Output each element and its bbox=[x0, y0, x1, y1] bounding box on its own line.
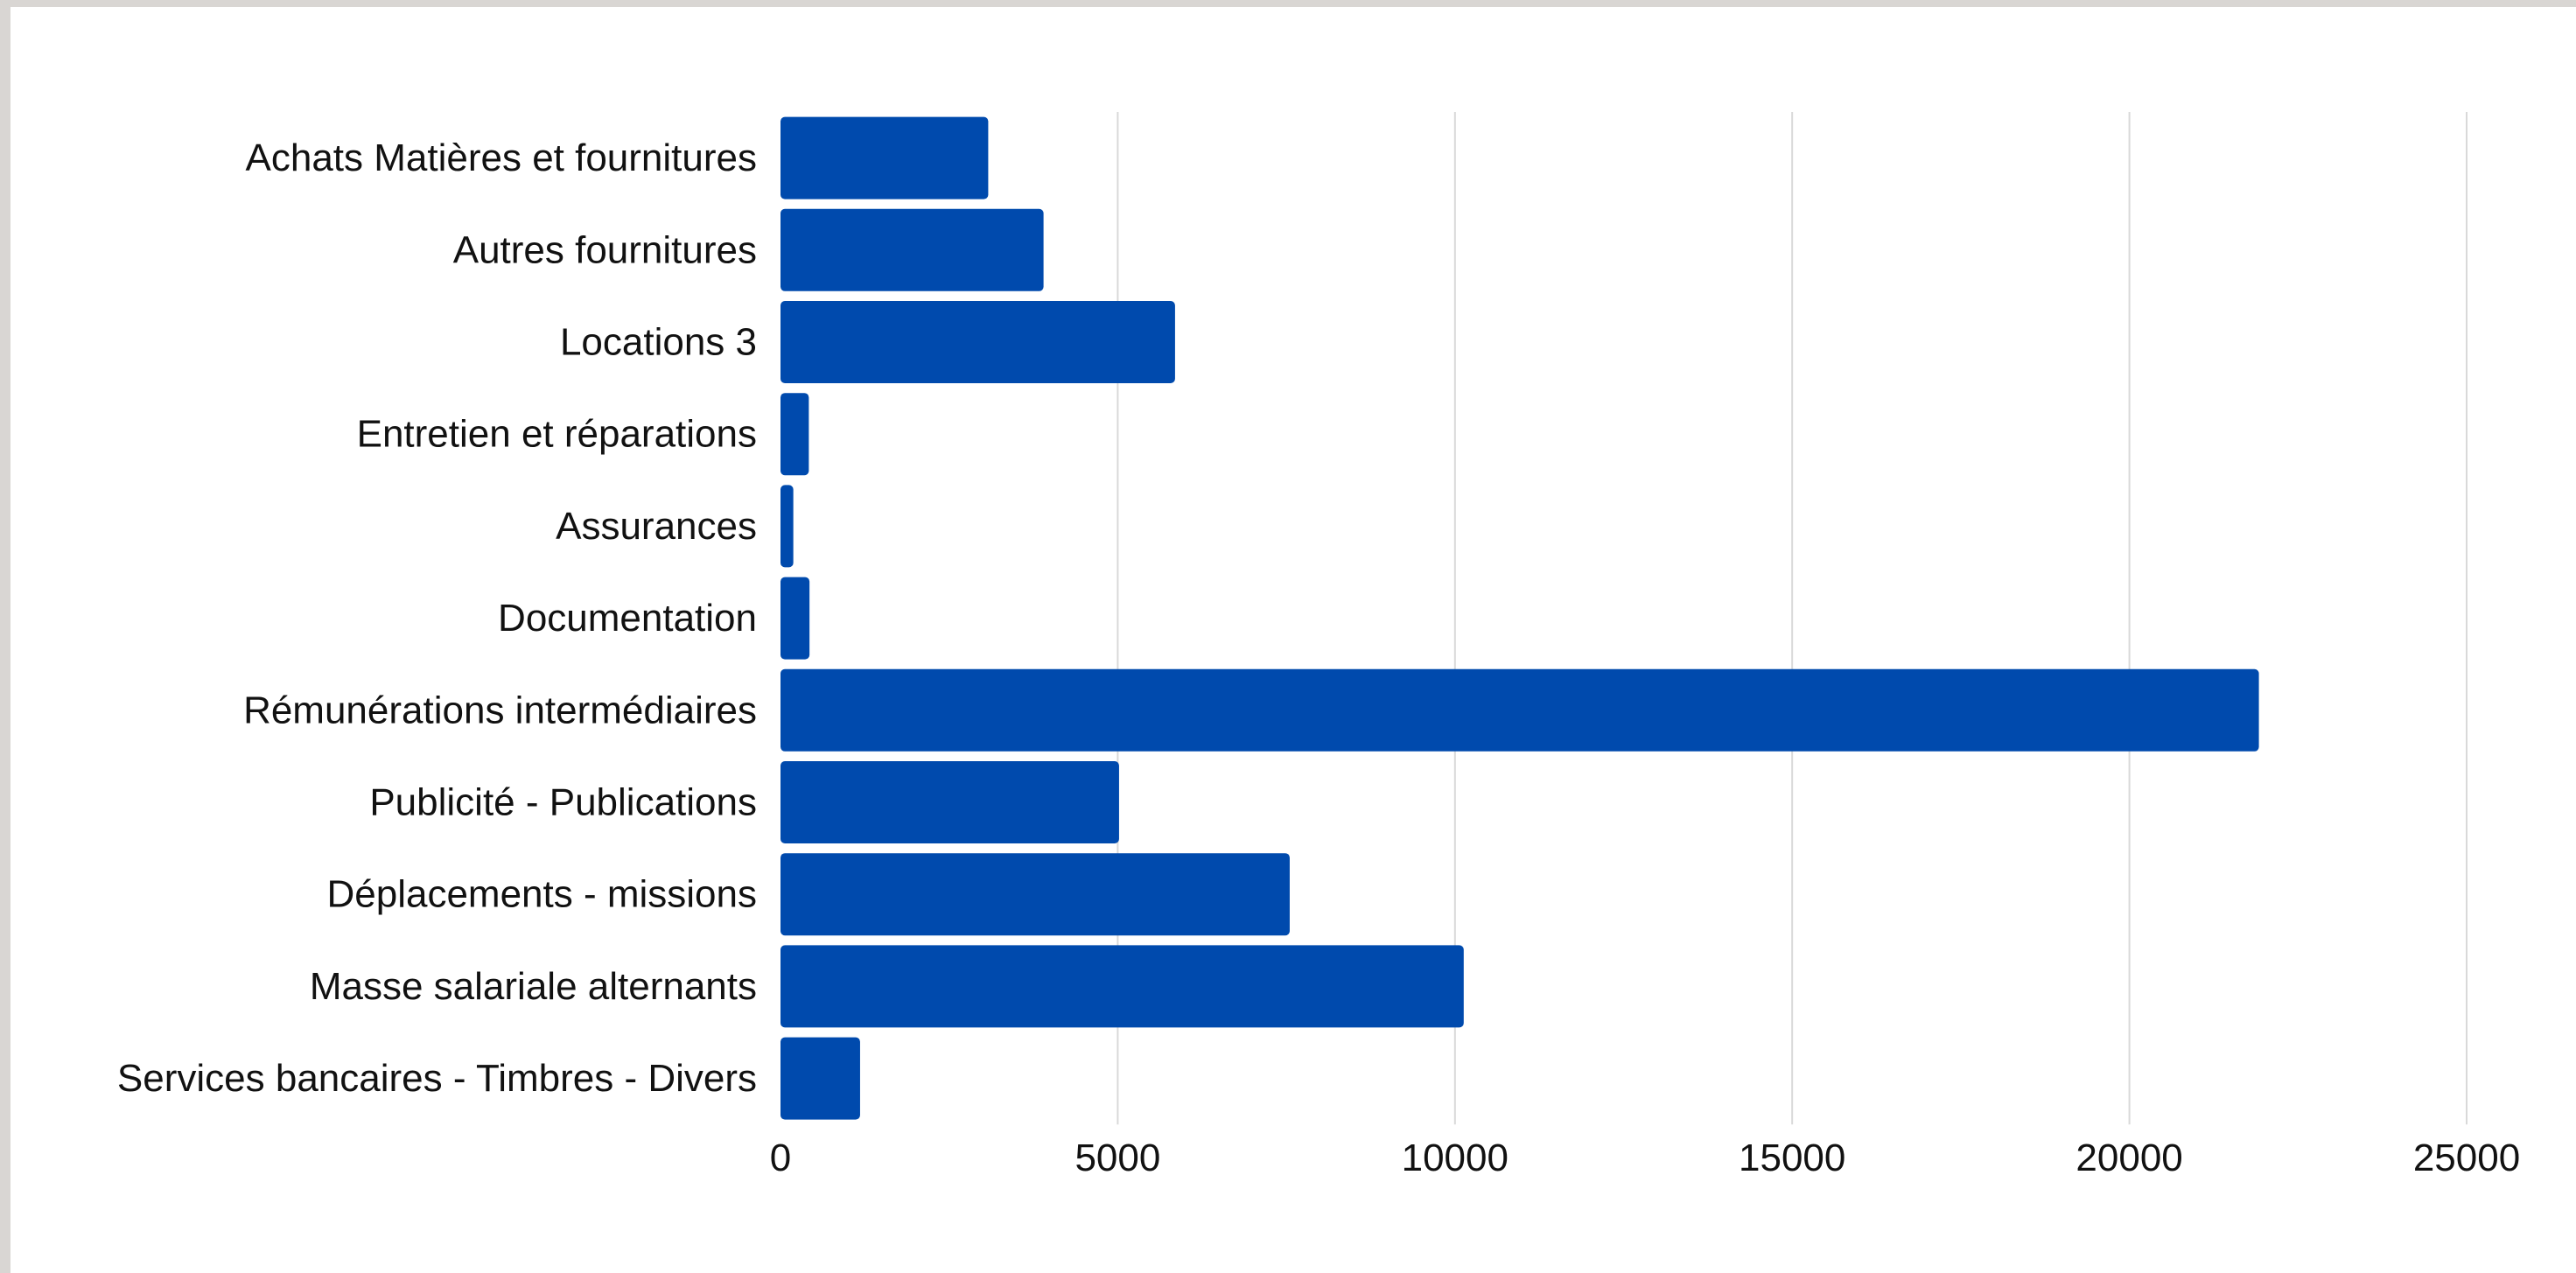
x-tick-label: 15000 bbox=[1739, 1137, 1845, 1179]
category-label: Assurances bbox=[556, 505, 757, 548]
bars bbox=[780, 116, 2259, 1120]
bar bbox=[780, 668, 2259, 752]
category-label: Rémunérations intermédiaires bbox=[243, 689, 757, 731]
bar bbox=[780, 393, 809, 476]
x-tick-labels: 0 5000 10000 15000 20000 25000 bbox=[770, 1137, 2520, 1179]
category-labels: Achats Matières et fournitures Autres fou… bbox=[117, 136, 757, 1100]
category-label: Services bancaires - Timbres - Divers bbox=[117, 1057, 757, 1100]
x-tick-label: 5000 bbox=[1074, 1137, 1160, 1179]
category-label: Déplacements - missions bbox=[327, 873, 758, 916]
x-tick-label: 20000 bbox=[2076, 1137, 2182, 1179]
bar bbox=[780, 853, 1290, 936]
bar bbox=[780, 116, 989, 199]
bar bbox=[780, 301, 1175, 383]
bar bbox=[780, 577, 810, 660]
chart-panel: Achats Matières et fournitures Autres fou… bbox=[10, 7, 2576, 1273]
category-label: Locations 3 bbox=[560, 321, 757, 364]
category-label: Achats Matières et fournitures bbox=[246, 136, 757, 179]
bar bbox=[780, 761, 1119, 843]
bar bbox=[780, 1037, 860, 1120]
category-label: Documentation bbox=[498, 597, 757, 640]
bar bbox=[780, 945, 1464, 1028]
x-tick-label: 25000 bbox=[2413, 1137, 2520, 1179]
bar bbox=[780, 208, 1044, 291]
category-label: Masse salariale alternants bbox=[310, 965, 757, 1008]
category-label: Autres fournitures bbox=[453, 228, 757, 271]
x-tick-label: 0 bbox=[770, 1137, 791, 1179]
category-label: Publicité - Publications bbox=[369, 781, 757, 824]
category-label: Entretien et réparations bbox=[357, 413, 757, 456]
bar-chart: Achats Matières et fournitures Autres fou… bbox=[117, 112, 2520, 1179]
bar bbox=[780, 485, 794, 568]
x-tick-label: 10000 bbox=[1402, 1137, 1508, 1179]
